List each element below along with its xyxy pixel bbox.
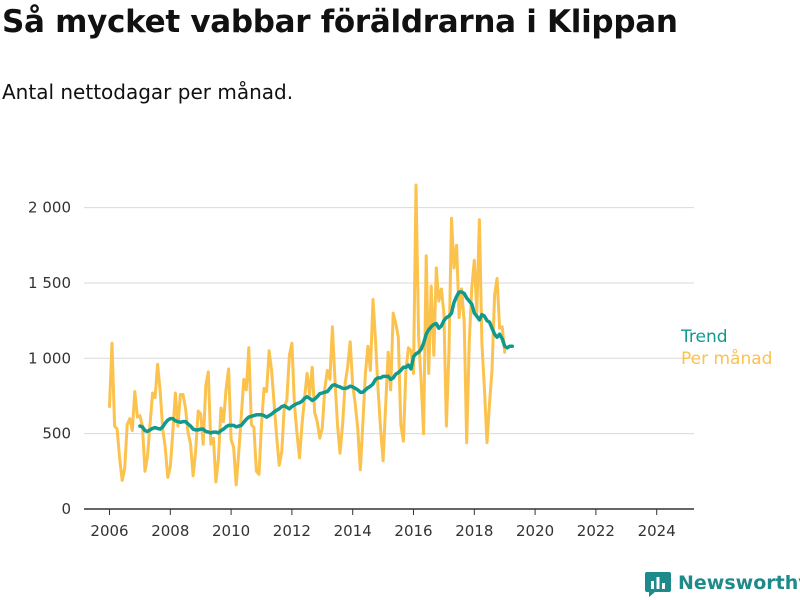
- y-tick-label: 2 000: [28, 199, 71, 217]
- x-tick-label: 2024: [638, 522, 676, 540]
- axes: 0 500 1 000 1 500 2 000 2006 2008 2010 2012 2014 2…: [28, 199, 694, 540]
- y-tick-label: 0: [61, 500, 71, 518]
- x-tick-label: 2018: [455, 522, 493, 540]
- series-line-trend: [138, 290, 515, 435]
- brand-name: Newsworthy: [678, 572, 800, 594]
- x-tick-label: 2010: [212, 522, 250, 540]
- newsworthy-logo-icon: [645, 572, 671, 597]
- brand-logo[interactable]: Newsworthy: [645, 568, 800, 598]
- x-tick-label: 2008: [151, 522, 189, 540]
- y-tick-label: 500: [42, 425, 71, 443]
- y-tick-label: 1 000: [28, 349, 71, 367]
- series-line-per-manad: [108, 183, 507, 487]
- x-tick-label: 2012: [273, 522, 311, 540]
- x-tick-label: 2020: [516, 522, 554, 540]
- series-lines: [108, 183, 515, 487]
- x-tick-label: 2022: [577, 522, 615, 540]
- y-tick-label: 1 500: [28, 274, 71, 292]
- series-label-per-manad: Per månad: [681, 348, 772, 369]
- series-label-trend: Trend: [680, 327, 728, 347]
- x-tick-label: 2016: [394, 522, 432, 540]
- chart-subtitle: Antal nettodagar per månad.: [2, 80, 294, 104]
- chart-title: Så mycket vabbar föräldrarna i Klippan: [2, 4, 678, 40]
- x-tick-label: 2006: [90, 522, 128, 540]
- gridlines: [84, 207, 694, 435]
- x-tick-label: 2014: [334, 522, 372, 540]
